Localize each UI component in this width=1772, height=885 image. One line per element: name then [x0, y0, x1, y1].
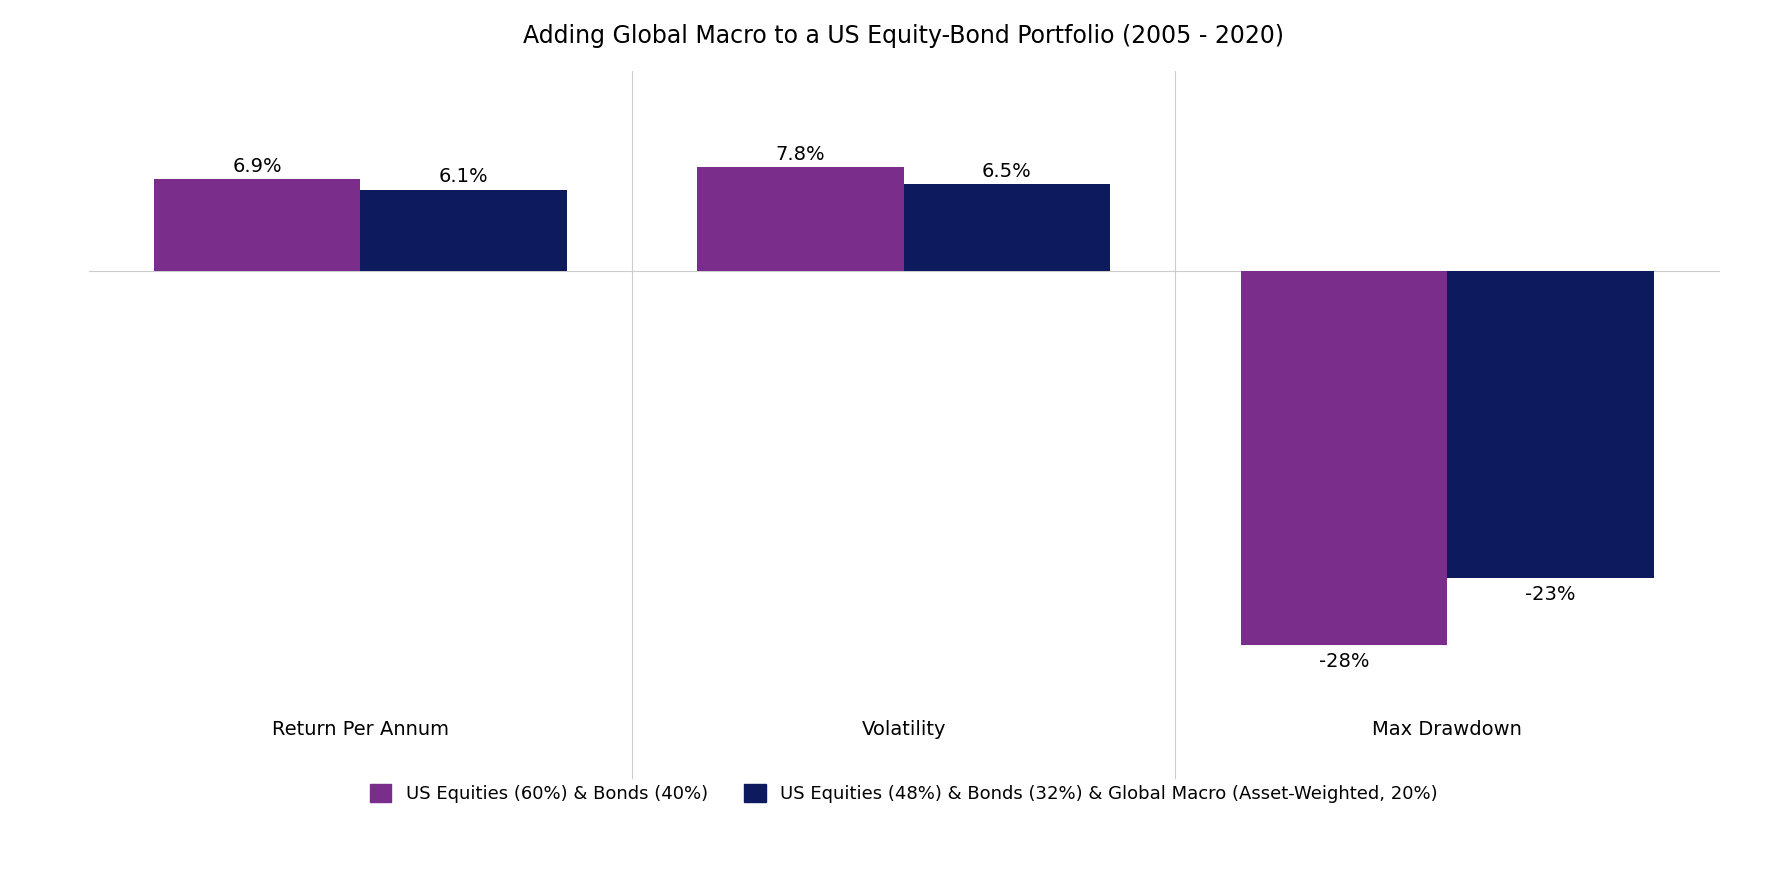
Text: 6.5%: 6.5%: [982, 162, 1031, 181]
Text: 7.8%: 7.8%: [776, 144, 826, 164]
Legend: US Equities (60%) & Bonds (40%), US Equities (48%) & Bonds (32%) & Global Macro : US Equities (60%) & Bonds (40%), US Equi…: [361, 775, 1446, 812]
Title: Adding Global Macro to a US Equity-Bond Portfolio (2005 - 2020): Adding Global Macro to a US Equity-Bond …: [523, 24, 1285, 48]
Text: 6.1%: 6.1%: [439, 167, 489, 187]
Bar: [1240, 271, 1448, 645]
Text: Return Per Annum: Return Per Annum: [271, 720, 448, 739]
Text: Max Drawdown: Max Drawdown: [1372, 720, 1522, 739]
Bar: [1448, 271, 1653, 579]
Text: -23%: -23%: [1526, 585, 1575, 604]
Text: Volatility: Volatility: [861, 720, 946, 739]
Text: -28%: -28%: [1318, 652, 1370, 671]
Bar: [696, 167, 904, 271]
Bar: [154, 179, 360, 271]
Bar: [904, 184, 1111, 271]
Text: 6.9%: 6.9%: [232, 157, 282, 175]
Bar: [360, 189, 567, 271]
